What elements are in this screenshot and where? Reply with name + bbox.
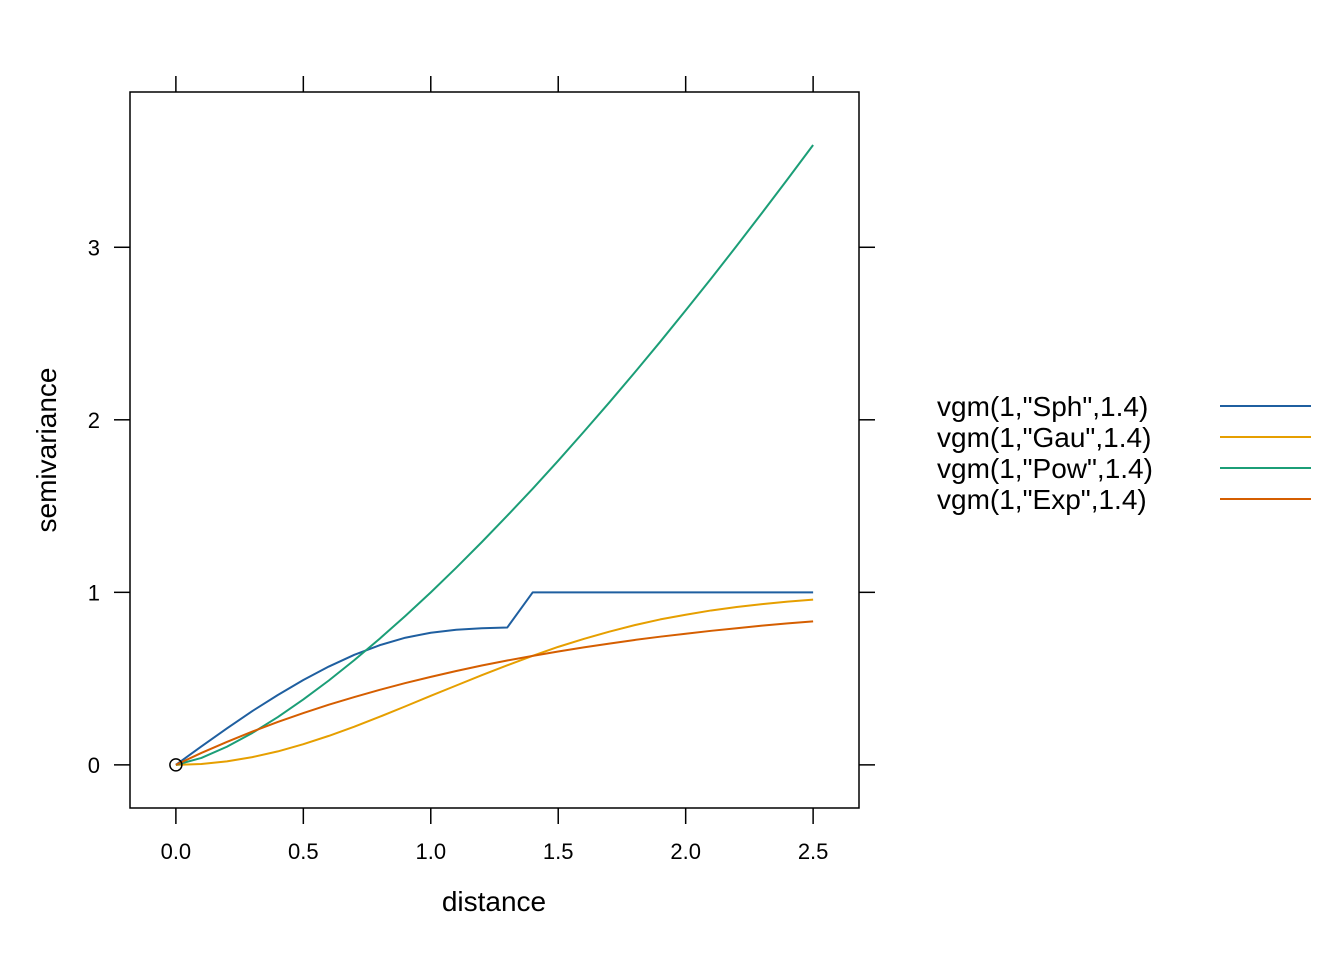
- legend-label: vgm(1,"Exp",1.4): [937, 484, 1147, 515]
- series-line: [175, 598, 814, 766]
- y-axis-title: semivariance: [31, 368, 62, 533]
- x-tick-label: 1.5: [543, 839, 574, 864]
- x-tick-label: 2.0: [670, 839, 701, 864]
- series-line: [175, 620, 814, 766]
- origin-marker: [169, 758, 183, 772]
- series-layer: [175, 144, 814, 766]
- y-tick-label: 0: [88, 753, 100, 778]
- y-tick-label: 3: [88, 235, 100, 260]
- x-axis-title: distance: [442, 886, 546, 917]
- x-tick-label: 0.5: [288, 839, 319, 864]
- legend: vgm(1,"Sph",1.4)vgm(1,"Gau",1.4)vgm(1,"P…: [937, 391, 1311, 515]
- axis-ticks: 0.0 0.5 1.0 1.5 2.0 2.5 0 1 2 3: [88, 76, 875, 864]
- plot-frame: [129, 91, 860, 809]
- series-line: [175, 144, 814, 766]
- x-tick-label: 0.0: [161, 839, 192, 864]
- legend-label: vgm(1,"Sph",1.4): [937, 391, 1148, 422]
- y-tick-label: 2: [88, 408, 100, 433]
- y-tick-label: 1: [88, 580, 100, 605]
- x-tick-label: 1.0: [415, 839, 446, 864]
- x-tick-label: 2.5: [798, 839, 829, 864]
- legend-label: vgm(1,"Gau",1.4): [937, 422, 1151, 453]
- series-line: [175, 591, 814, 766]
- legend-label: vgm(1,"Pow",1.4): [937, 453, 1153, 484]
